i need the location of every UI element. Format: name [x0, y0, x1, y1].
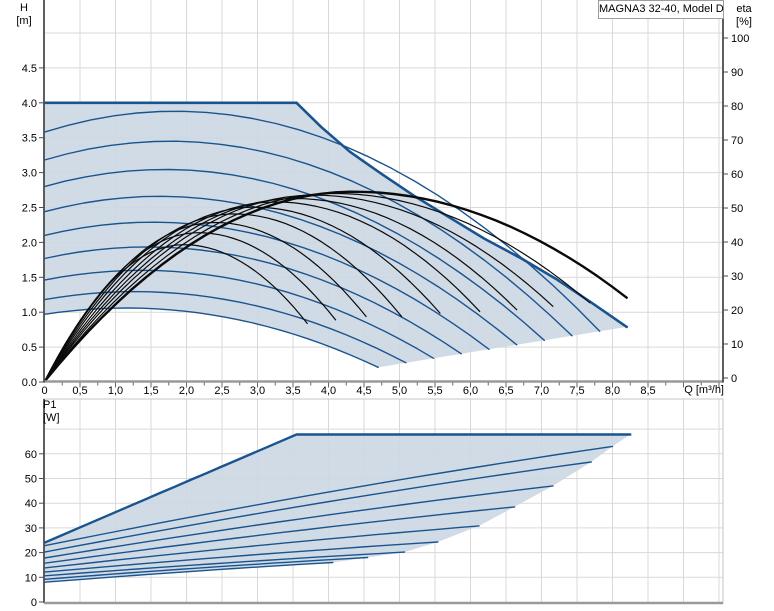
- svg-text:60: 60: [25, 449, 37, 461]
- svg-text:2,0: 2,0: [179, 385, 194, 397]
- svg-text:0: 0: [731, 373, 737, 385]
- svg-text:4,0: 4,0: [321, 385, 336, 397]
- svg-text:0: 0: [41, 385, 47, 397]
- svg-text:1,0: 1,0: [108, 385, 123, 397]
- svg-text:80: 80: [731, 101, 743, 113]
- svg-text:40: 40: [25, 498, 37, 510]
- svg-text:6,5: 6,5: [498, 385, 513, 397]
- svg-text:3,5: 3,5: [285, 385, 300, 397]
- svg-text:3.5: 3.5: [22, 133, 37, 145]
- svg-text:3.0: 3.0: [22, 168, 37, 180]
- svg-text:2,5: 2,5: [214, 385, 229, 397]
- head-axis-unit: [m]: [16, 15, 32, 27]
- svg-text:3,0: 3,0: [250, 385, 265, 397]
- svg-text:5,0: 5,0: [392, 385, 407, 397]
- svg-text:10: 10: [25, 572, 37, 584]
- svg-text:100: 100: [731, 33, 749, 45]
- svg-text:1.0: 1.0: [22, 307, 37, 319]
- svg-text:10: 10: [731, 339, 743, 351]
- svg-text:2.0: 2.0: [22, 237, 37, 249]
- head-axis-symbol: H: [20, 2, 28, 14]
- svg-text:50: 50: [731, 203, 743, 215]
- power-axis-unit: [W]: [43, 412, 60, 424]
- efficiency-axis-symbol: eta: [736, 3, 752, 15]
- svg-text:40: 40: [731, 237, 743, 249]
- chart-title-box: MAGNA3 32-40, Model D: [598, 0, 724, 19]
- svg-text:0.5: 0.5: [22, 342, 37, 354]
- efficiency-axis-label: eta [%]: [728, 3, 760, 29]
- svg-text:30: 30: [731, 271, 743, 283]
- svg-text:90: 90: [731, 67, 743, 79]
- svg-text:30: 30: [25, 523, 37, 535]
- svg-text:7,0: 7,0: [534, 385, 549, 397]
- efficiency-axis-unit: [%]: [736, 16, 752, 28]
- svg-text:50: 50: [25, 474, 37, 486]
- svg-text:7,5: 7,5: [569, 385, 584, 397]
- svg-text:4.0: 4.0: [22, 98, 37, 110]
- svg-text:2.5: 2.5: [22, 203, 37, 215]
- svg-text:60: 60: [731, 169, 743, 181]
- chart-title: MAGNA3 32-40, Model D: [599, 3, 724, 15]
- power-axis-label: P1 [W]: [43, 399, 69, 425]
- svg-text:5,5: 5,5: [427, 385, 442, 397]
- svg-text:70: 70: [731, 135, 743, 147]
- svg-text:4,5: 4,5: [356, 385, 371, 397]
- svg-text:20: 20: [731, 305, 743, 317]
- svg-text:6,0: 6,0: [463, 385, 478, 397]
- svg-text:20: 20: [25, 548, 37, 560]
- svg-text:4.5: 4.5: [22, 63, 37, 75]
- svg-text:0.0: 0.0: [22, 377, 37, 389]
- svg-text:8,5: 8,5: [640, 385, 655, 397]
- flow-axis-label: Q [m³/h]: [684, 384, 724, 396]
- svg-text:1,5: 1,5: [143, 385, 158, 397]
- head-axis-label: H [m]: [10, 2, 38, 28]
- power-axis-symbol: P1: [43, 399, 57, 411]
- svg-text:0: 0: [31, 597, 37, 609]
- svg-text:0,5: 0,5: [72, 385, 87, 397]
- svg-text:1.5: 1.5: [22, 272, 37, 284]
- svg-text:8,0: 8,0: [605, 385, 620, 397]
